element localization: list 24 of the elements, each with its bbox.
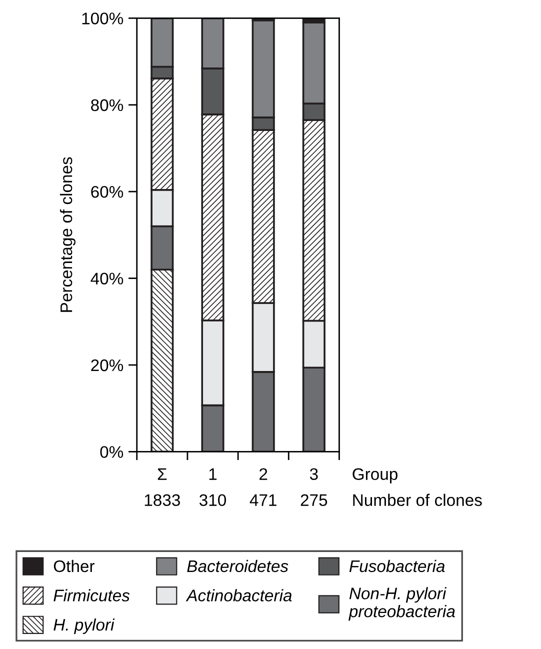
legend-label: Bacteroidetes	[187, 560, 288, 572]
legend-label: H. pylori	[54, 618, 115, 634]
legend-label: Actinobacteria	[186, 589, 292, 602]
text: 310	[199, 494, 226, 506]
y-tick-label: 0%	[100, 446, 124, 458]
legend-label: Other	[54, 560, 95, 572]
y-tick-label: 80%	[91, 99, 124, 112]
legend-label: Firmicutes	[54, 589, 130, 602]
y-tick-label: 40%	[90, 272, 124, 284]
legend-label: Non-H. pylori proteobacteria	[348, 587, 455, 621]
x-axis-title: Group	[352, 468, 398, 484]
text: 275	[300, 494, 328, 506]
y-tick-label: 20%	[91, 359, 124, 372]
y-tick-label: 100%	[82, 12, 124, 24]
y-axis-title: Percentage of clones	[60, 157, 76, 312]
text: Number of clones	[353, 494, 482, 506]
text: 1833	[144, 494, 180, 506]
x-tick-label: 1	[209, 468, 217, 480]
x-tick-label: 2	[260, 468, 268, 480]
y-tick-label: 60%	[91, 186, 124, 198]
legend-label: Fusobacteria	[349, 560, 445, 572]
x-tick-label: Σ	[158, 468, 167, 480]
text: 471	[250, 494, 276, 506]
x-tick-label: 3	[310, 468, 318, 480]
